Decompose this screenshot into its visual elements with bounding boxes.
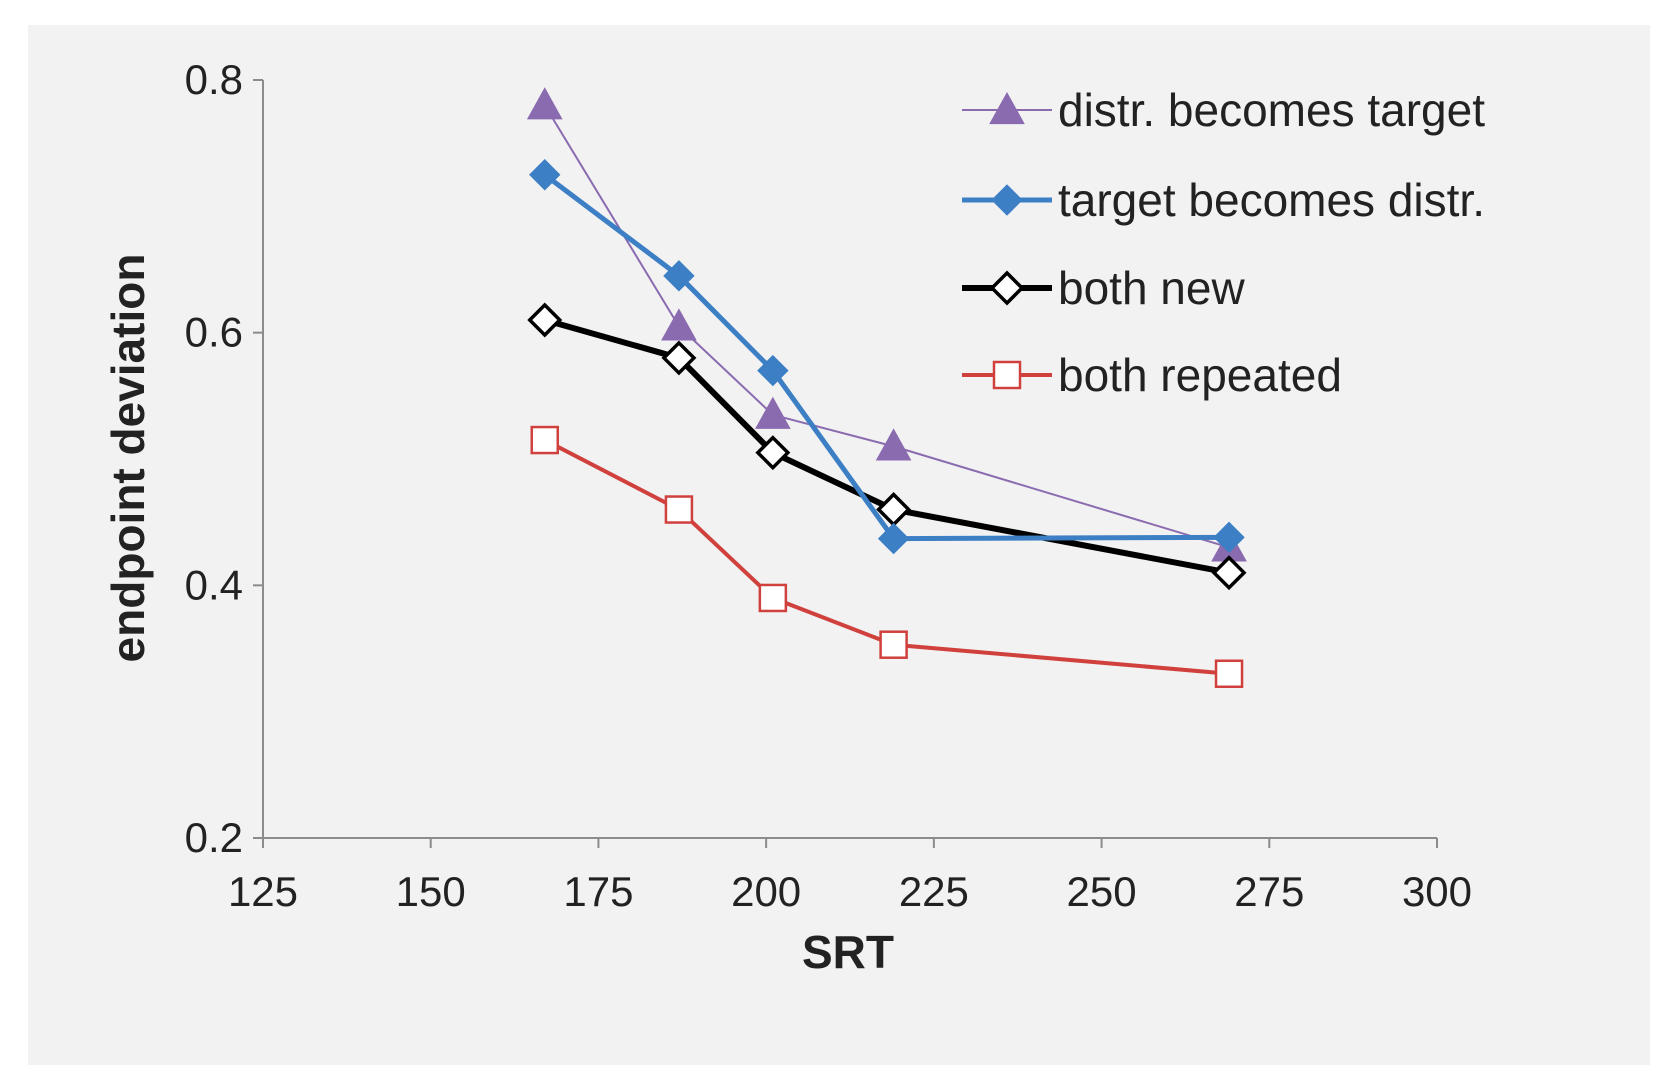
x-axis-title: SRT xyxy=(802,926,894,978)
y-axis-title: endpoint deviation xyxy=(102,254,154,663)
x-tick-label: 300 xyxy=(1402,868,1472,915)
x-tick-label: 175 xyxy=(563,868,633,915)
data-point xyxy=(991,184,1023,216)
data-point xyxy=(663,260,695,292)
x-tick-label: 200 xyxy=(731,868,801,915)
data-point xyxy=(1211,555,1247,591)
x-tick-label: 250 xyxy=(1067,868,1137,915)
data-point xyxy=(875,428,912,461)
data-point xyxy=(755,396,791,429)
x-tick-label: 275 xyxy=(1234,868,1304,915)
data-point xyxy=(757,354,789,387)
legend: distr. becomes target target becomes dist… xyxy=(962,84,1485,401)
data-point xyxy=(877,522,910,555)
data-point xyxy=(879,630,908,659)
y-tick-label: 0.2 xyxy=(185,814,243,861)
series-3 xyxy=(530,425,1244,689)
legend-entry: both new xyxy=(962,262,1245,314)
data-point xyxy=(758,583,788,613)
legend-label: target becomes distr. xyxy=(1058,174,1485,226)
legend-label: both repeated xyxy=(1058,349,1342,401)
data-point xyxy=(529,159,561,191)
series-line xyxy=(543,104,1230,549)
series-layer xyxy=(526,87,1247,689)
legend-label: distr. becomes target xyxy=(1058,84,1485,136)
data-point xyxy=(530,425,560,455)
data-point xyxy=(989,270,1025,306)
series-1 xyxy=(529,159,1245,555)
y-axis-ticks: 0.2 0.4 0.6 0.8 xyxy=(185,56,263,861)
data-point xyxy=(1214,659,1244,689)
data-point xyxy=(527,302,563,338)
x-tick-label: 150 xyxy=(396,868,466,915)
data-point xyxy=(526,87,563,120)
data-point xyxy=(992,360,1022,390)
data-point xyxy=(1213,521,1245,554)
y-tick-label: 0.6 xyxy=(185,309,243,356)
data-point xyxy=(661,340,697,376)
legend-entry: distr. becomes target xyxy=(962,84,1485,136)
legend-entry: target becomes distr. xyxy=(962,174,1485,226)
y-tick-label: 0.8 xyxy=(185,56,243,103)
chart-panel xyxy=(28,25,1650,1065)
legend-label: both new xyxy=(1058,262,1245,314)
x-axis-ticks: 125 150 175 200 225 250 275 300 xyxy=(228,838,1472,915)
legend-entry: both repeated xyxy=(962,349,1342,401)
data-point xyxy=(755,435,791,471)
x-tick-label: 125 xyxy=(228,868,298,915)
data-point xyxy=(664,495,694,524)
y-tick-label: 0.4 xyxy=(185,561,243,608)
x-tick-label: 225 xyxy=(899,868,969,915)
series-2 xyxy=(527,302,1247,591)
series-0 xyxy=(526,87,1247,562)
data-point xyxy=(661,308,697,341)
axes xyxy=(262,80,1437,839)
data-point xyxy=(989,91,1025,125)
